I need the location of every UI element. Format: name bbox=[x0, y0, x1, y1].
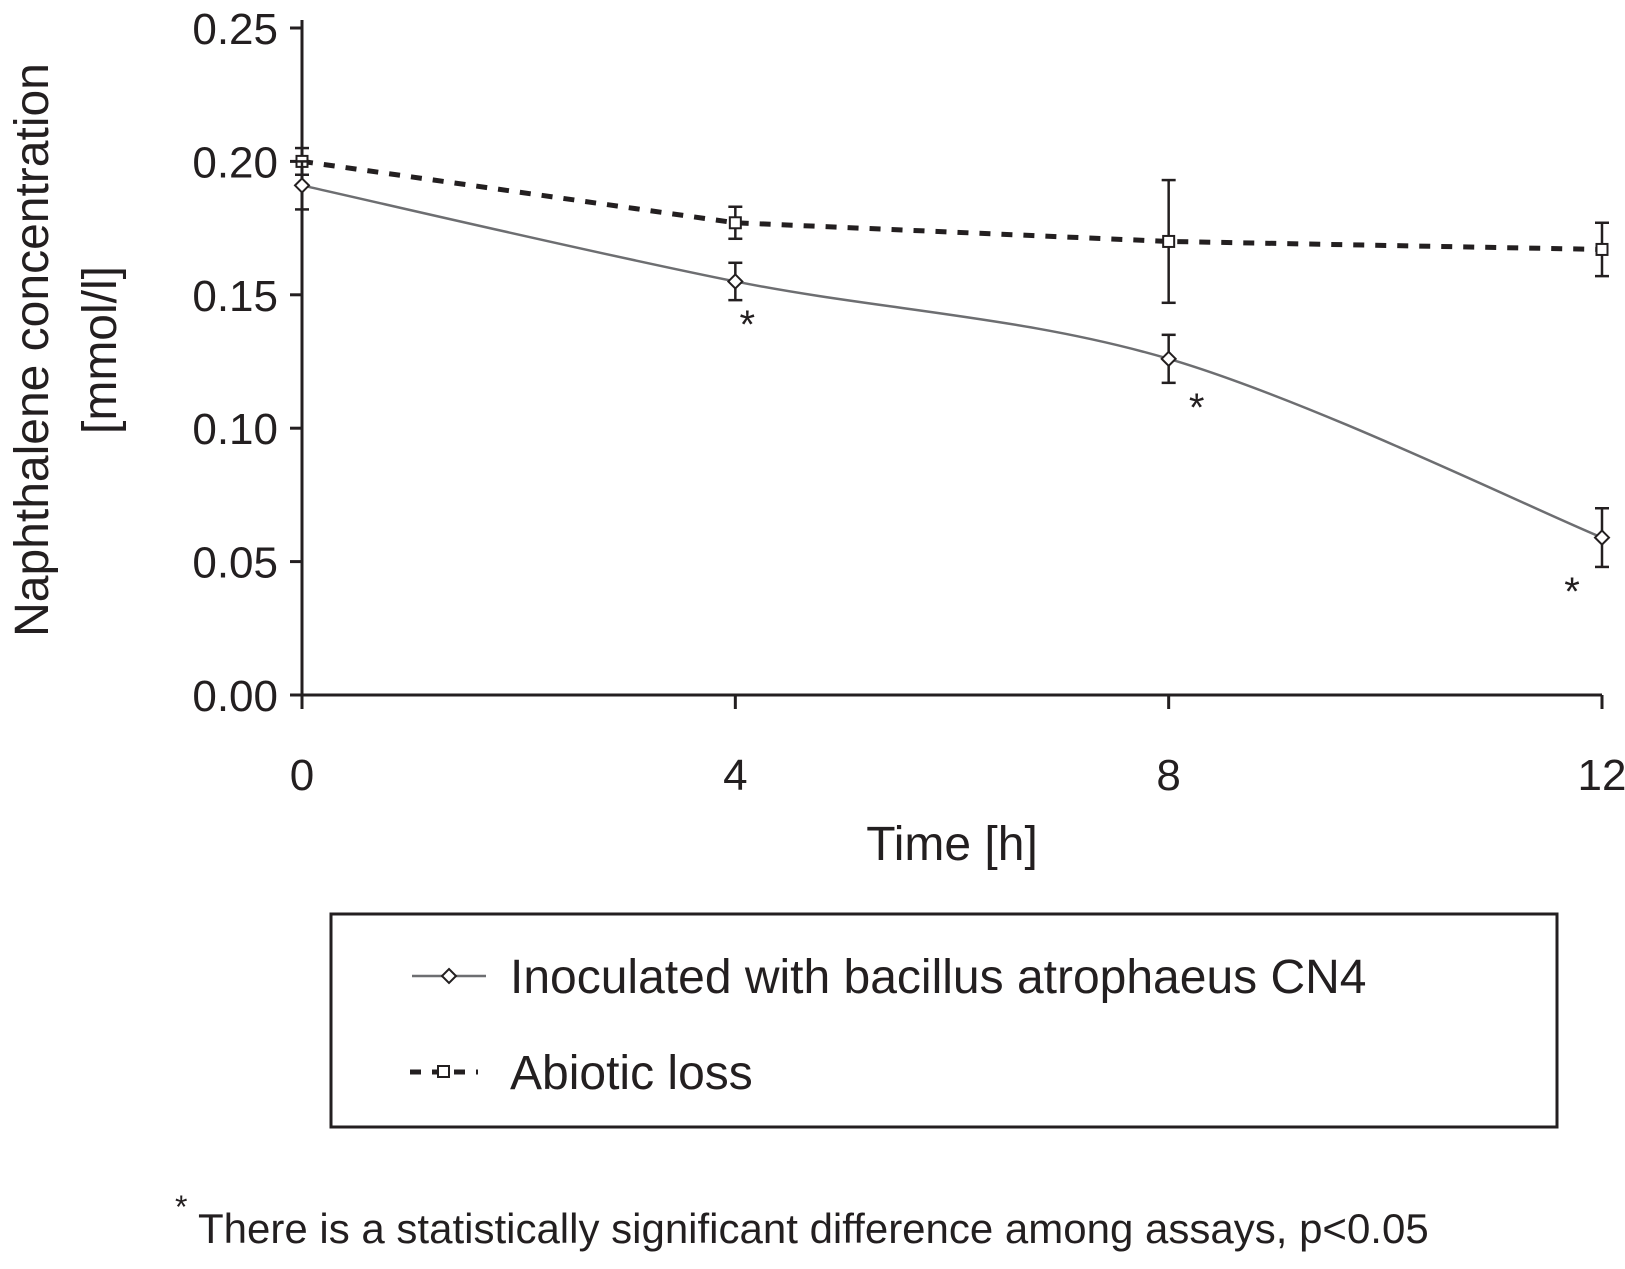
y-tick-label: 0.15 bbox=[192, 272, 278, 321]
series-inoculated: * * * bbox=[293, 160, 1611, 614]
data-point-diamond bbox=[726, 273, 744, 290]
footnote-marker: * bbox=[175, 1189, 187, 1225]
series-layer: * * * bbox=[293, 146, 1611, 614]
legend-item-inoculated: Inoculated with bacillus atrophaeus CN4 bbox=[412, 951, 1367, 1004]
legend-item-abiotic: Abiotic loss bbox=[410, 1047, 753, 1100]
x-axis-title: Time [h] bbox=[866, 818, 1038, 871]
y-tick-label: 0.20 bbox=[192, 138, 278, 187]
y-tick-label: 0.25 bbox=[192, 5, 278, 54]
data-point-diamond bbox=[293, 176, 311, 194]
x-tick-label: 8 bbox=[1156, 751, 1180, 800]
significance-asterisk: * bbox=[740, 303, 756, 347]
x-tick-label: 4 bbox=[723, 751, 747, 800]
data-point-square bbox=[1595, 242, 1609, 256]
x-tick-label: 0 bbox=[290, 751, 314, 800]
y-axis-title-line-2: [mmol/l] bbox=[74, 266, 127, 434]
legend-square-marker bbox=[437, 1065, 450, 1078]
footnote: * There is a statistically significant d… bbox=[175, 1189, 1429, 1252]
y-axis-title-line-1: Naphthalene concentration bbox=[6, 63, 59, 637]
data-point-square bbox=[1162, 234, 1176, 248]
y-axis-ticks: 0.00 0.05 0.10 0.15 0.20 0.25 bbox=[192, 5, 302, 721]
legend: Inoculated with bacillus atrophaeus CN4 … bbox=[329, 912, 1559, 1129]
series-line-inoculated bbox=[301, 184, 1603, 539]
y-axis-title: Naphthalene concentration [mmol/l] bbox=[6, 63, 127, 637]
legend-diamond-marker bbox=[440, 967, 458, 985]
series-abiotic-loss bbox=[295, 146, 1609, 305]
data-point-diamond bbox=[1160, 350, 1178, 368]
legend-label-inoculated: Inoculated with bacillus atrophaeus CN4 bbox=[510, 951, 1367, 1004]
data-point-diamond bbox=[1593, 529, 1611, 547]
y-tick-label: 0.00 bbox=[192, 672, 278, 721]
footnote-text: There is a statistically significant dif… bbox=[198, 1205, 1429, 1252]
legend-box bbox=[329, 912, 1559, 1129]
x-axis-ticks: 0 4 8 12 bbox=[290, 695, 1625, 800]
x-tick-label: 12 bbox=[1578, 751, 1625, 800]
series-line-abiotic bbox=[301, 158, 1603, 252]
data-point-square bbox=[728, 216, 742, 230]
y-tick-label: 0.10 bbox=[192, 405, 278, 454]
legend-label-abiotic: Abiotic loss bbox=[510, 1047, 753, 1100]
significance-asterisk: * bbox=[1189, 386, 1205, 430]
y-tick-label: 0.05 bbox=[192, 539, 278, 588]
significance-asterisk: * bbox=[1564, 570, 1580, 614]
